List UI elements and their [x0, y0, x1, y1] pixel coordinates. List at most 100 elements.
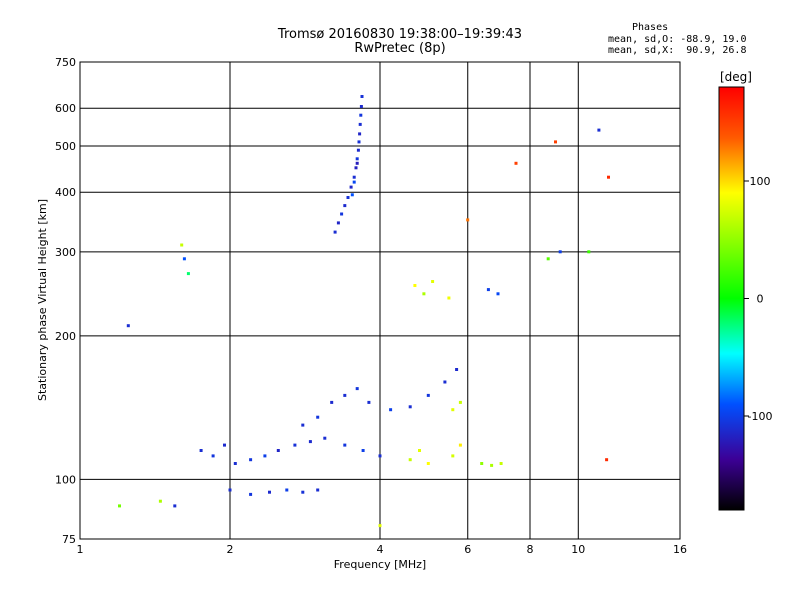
data-point [443, 380, 447, 384]
data-point [480, 462, 484, 465]
data-point [355, 387, 359, 391]
colorbar-label: [deg] [720, 70, 752, 84]
data-point [554, 140, 557, 144]
data-point [499, 462, 503, 465]
y-tick-label: 600 [55, 102, 76, 115]
colorbar [718, 86, 745, 511]
data-point [359, 105, 363, 108]
data-point [352, 180, 356, 184]
data-point [158, 499, 162, 503]
data-point [458, 400, 462, 404]
x-tick-label: 1 [77, 543, 84, 556]
data-point [268, 490, 271, 494]
data-point [186, 272, 190, 276]
data-point [199, 449, 203, 452]
data-point [458, 443, 462, 447]
data-point [378, 454, 382, 458]
x-tick-label: 4 [377, 543, 384, 556]
data-point [316, 415, 320, 419]
data-point [343, 393, 347, 397]
data-point [223, 443, 226, 447]
data-point [180, 243, 184, 247]
data-point [426, 462, 430, 465]
data-point [558, 250, 562, 254]
plot-frame [79, 61, 681, 540]
data-point [349, 185, 353, 189]
x-tick-label: 2 [227, 543, 234, 556]
data-point [389, 408, 393, 412]
y-tick-label: 400 [55, 186, 76, 199]
data-point [357, 140, 361, 144]
axis-ticks: 1 2 4 6 8 10 16 75 100 200 300 400 500 600 750 [55, 56, 687, 556]
data-point [126, 324, 130, 328]
data-point [486, 288, 490, 292]
data-point [514, 161, 518, 165]
data-point [607, 175, 610, 179]
x-tick-label: 10 [571, 543, 585, 556]
grid-lines [80, 62, 680, 539]
data-point [359, 113, 363, 117]
colorbar-tick-label: -100 [748, 410, 773, 423]
colorbar-tick-label: 0 [757, 293, 764, 306]
data-point [490, 463, 494, 467]
data-point [343, 204, 347, 208]
data-point [228, 488, 232, 492]
data-point [330, 400, 334, 404]
data-point [431, 280, 435, 283]
data-point [346, 196, 350, 199]
data-point [455, 368, 459, 371]
data-point [597, 128, 601, 132]
x-tick-label: 6 [464, 543, 471, 556]
data-point [358, 122, 362, 126]
data-point [285, 488, 289, 492]
colorbar-ticks: 100 0 -100 [744, 175, 772, 423]
y-tick-label: 200 [55, 330, 76, 343]
data-point [426, 393, 430, 397]
data-point [496, 292, 500, 296]
phase-stats-x: mean, sd,X: 90.9, 26.8 [608, 45, 747, 56]
data-point [323, 436, 327, 440]
data-point [355, 161, 359, 165]
data-point [408, 405, 412, 409]
data-point [301, 423, 305, 427]
data-point [350, 193, 354, 197]
data-point [276, 449, 280, 452]
y-tick-label: 500 [55, 140, 76, 153]
data-point [413, 284, 417, 287]
data-point [605, 458, 609, 462]
data-point [451, 408, 455, 412]
data-point [358, 132, 362, 136]
phase-stats-o: mean, sd,O: -88.9, 19.0 [608, 34, 747, 45]
y-tick-label: 100 [55, 473, 76, 486]
data-point [355, 157, 359, 161]
data-point [249, 458, 253, 462]
data-point [422, 292, 426, 296]
y-tick-label: 750 [55, 56, 76, 69]
y-tick-label: 75 [62, 533, 76, 546]
x-axis-label: Frequency [MHz] [334, 558, 426, 571]
data-point [182, 257, 186, 261]
data-point [173, 504, 177, 508]
data-point [408, 458, 412, 462]
data-point [418, 449, 421, 452]
x-tick-label: 16 [673, 543, 687, 556]
data-point [378, 524, 382, 528]
data-point [360, 95, 364, 98]
data-point [340, 212, 344, 216]
data-points [118, 95, 610, 528]
data-point [356, 148, 360, 152]
data-point [361, 449, 365, 452]
data-point [466, 218, 470, 222]
chart-title: Tromsø 20160830 19:38:00–19:39:43 [277, 27, 523, 42]
data-point [343, 443, 347, 447]
data-point [249, 492, 253, 496]
data-point [546, 257, 550, 261]
data-point [316, 488, 320, 492]
data-point [352, 175, 356, 179]
data-point [263, 454, 267, 458]
data-point [367, 400, 371, 404]
data-point [233, 462, 237, 465]
data-point [336, 221, 340, 225]
data-point [301, 490, 305, 494]
